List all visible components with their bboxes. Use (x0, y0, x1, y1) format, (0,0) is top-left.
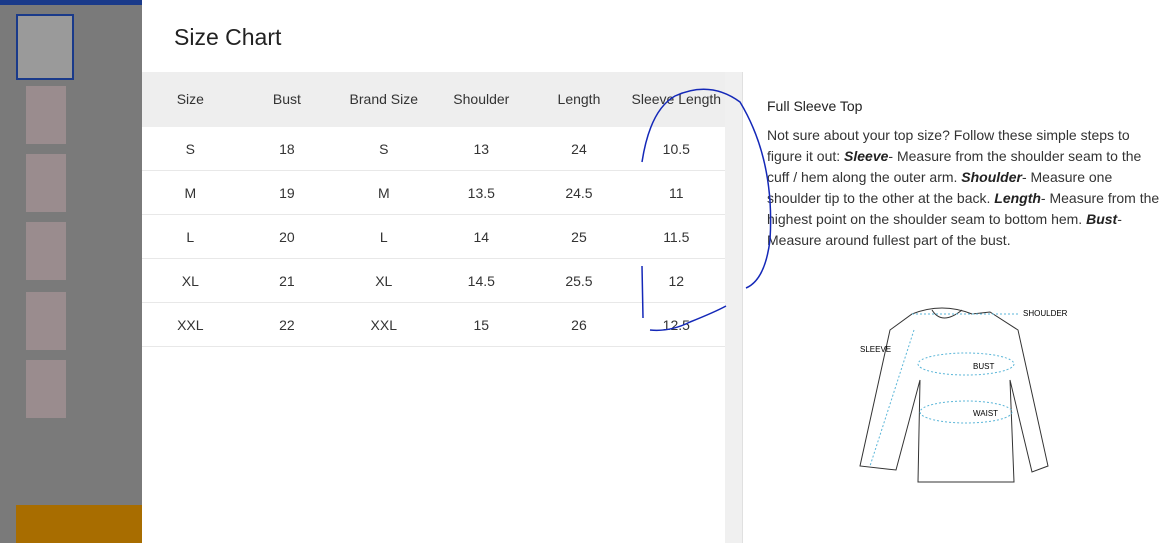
column-header: Shoulder (432, 72, 531, 127)
scrollbar[interactable] (725, 72, 743, 543)
table-row: S 18 S 13 24 10.5 (142, 127, 725, 171)
step-text: - Measure from the shoulder seam to the … (767, 148, 1142, 185)
table-row: XXL 22 XXL 15 26 12.5 (142, 302, 725, 347)
step-term-text: Sleeve (844, 148, 889, 164)
guide: Full Sleeve Top Not sure about your top … (767, 96, 1167, 251)
table-cell: 20 (238, 214, 336, 259)
table-cell: 26 (530, 302, 628, 347)
top-bar (0, 0, 142, 5)
column-header: Brand Size (335, 72, 433, 127)
table-cell: XXL (335, 302, 433, 347)
step-term-text: Length (994, 190, 1041, 206)
label-bust: BUST (973, 362, 994, 371)
step-term-text: Bust (1086, 211, 1118, 227)
step-text: - Measure from the highest point on the … (767, 190, 1160, 227)
table-cell: 13.5 (432, 170, 531, 215)
table-row: XL 21 XL 14.5 25.5 12 (142, 258, 725, 303)
thumbnail[interactable] (26, 86, 66, 144)
table-cell: 14.5 (432, 258, 531, 303)
step-term: Bust (1086, 211, 1117, 227)
table-cell: 12 (627, 258, 725, 303)
table-cell: 24.5 (530, 170, 628, 215)
size-table: Size Bust Brand Size Shoulder Length Sleeve L… (142, 72, 725, 347)
label-waist: WAIST (973, 409, 998, 418)
column-header: Sleeve Length (627, 72, 725, 127)
table-cell: XXL (142, 302, 239, 347)
table-cell: 25.5 (530, 258, 628, 303)
table-cell: 11.5 (627, 214, 725, 259)
thumbnail[interactable] (16, 14, 74, 80)
guide-title: Full Sleeve Top (767, 98, 863, 114)
guide-text: Not sure about your top size? Follow the… (767, 125, 1167, 251)
table-cell: M (335, 170, 433, 215)
table-area: Size Bust Brand Size Shoulder Length Sleeve L… (142, 72, 725, 543)
modal-title: Size Chart (174, 24, 282, 50)
thumbnail[interactable] (26, 292, 66, 350)
guide-intro: Not sure about your top size? Follow the… (767, 127, 1130, 164)
table-cell: 13 (432, 127, 531, 171)
table-cell: 24 (530, 127, 628, 171)
thumbnail[interactable] (26, 154, 66, 212)
size-chart-modal: Size Chart Size Bust Brand Size Shoulder Len… (142, 0, 1169, 543)
table-cell: L (142, 214, 239, 259)
table-cell: 19 (238, 170, 336, 215)
thumbnail[interactable] (26, 222, 66, 280)
step-term-text: Shoulder (961, 169, 1022, 185)
thumbnail[interactable] (26, 360, 66, 418)
step-text: - Measure around fullest part of the bus… (767, 211, 1122, 248)
measure-diagram: SHOULDER SLEEVE BUST WAIST (859, 307, 1068, 483)
table-cell: XL (335, 258, 433, 303)
table-cell: 11 (627, 170, 725, 215)
column-header: Size (142, 72, 239, 127)
table-cell: 18 (238, 127, 336, 171)
table-row: M 19 M 13.5 24.5 11 (142, 170, 725, 215)
table-cell: 22 (238, 302, 336, 347)
step-term: Sleeve (844, 148, 888, 164)
label-sleeve: SLEEVE (860, 345, 891, 354)
label-shoulder: SHOULDER (1023, 309, 1068, 318)
table-cell: XL (142, 258, 239, 303)
table-cell: 21 (238, 258, 336, 303)
table-cell: S (335, 127, 433, 171)
table-cell: 25 (530, 214, 628, 259)
column-header: Bust (238, 72, 336, 127)
table-cell: 10.5 (627, 127, 725, 171)
table-cell: 14 (432, 214, 531, 259)
step-term: Shoulder (961, 169, 1022, 185)
step-term: Length (994, 190, 1041, 206)
table-cell: M (142, 170, 239, 215)
column-header: Length (530, 72, 628, 127)
table-row: L 20 L 14 25 11.5 (142, 214, 725, 259)
table-cell: S (142, 127, 239, 171)
table-cell: 12.5 (627, 302, 725, 347)
table-cell: L (335, 214, 433, 259)
table-cell: 15 (432, 302, 531, 347)
add-button[interactable] (16, 505, 142, 543)
step-text: - Measure one shoulder tip to the other … (767, 169, 1113, 206)
